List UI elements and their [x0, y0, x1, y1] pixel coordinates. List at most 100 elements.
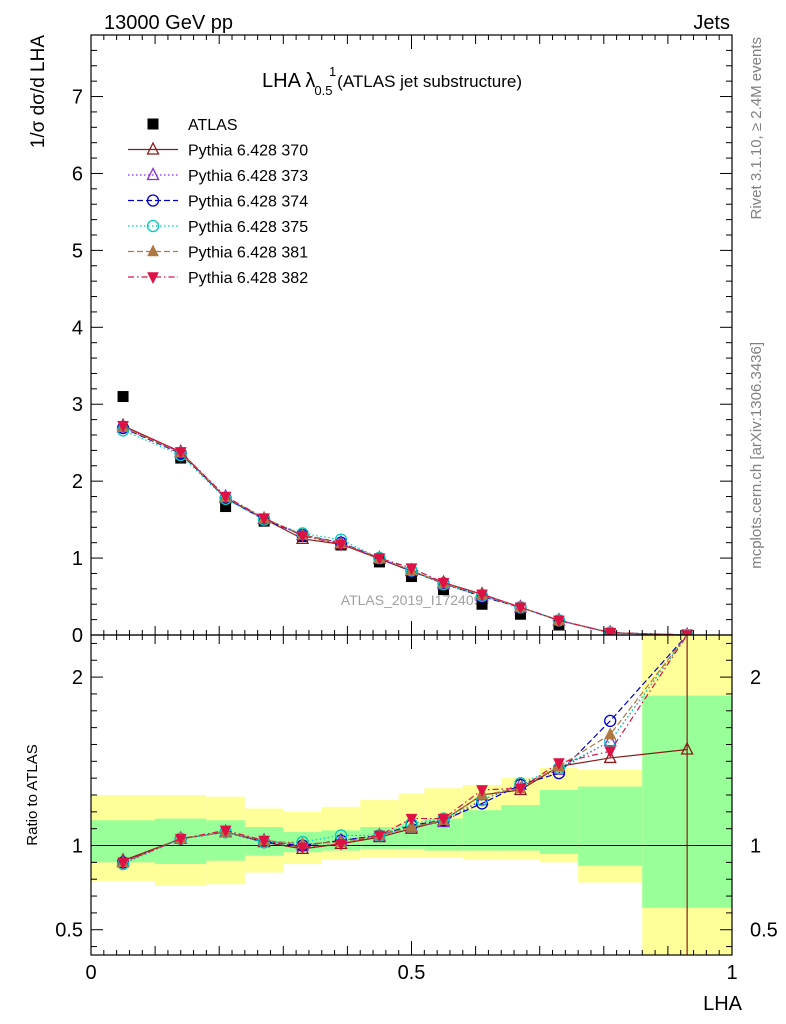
ratio-ytick-label-left: 1: [72, 836, 83, 858]
main-y-axis-label: 1/σ dσ/d LHA: [28, 35, 49, 149]
ratio-point-0-13: [680, 741, 694, 755]
ratio-reference-line-group: [91, 635, 732, 955]
main-point-0-2: [220, 501, 232, 513]
ratio-point-5-9: [476, 785, 488, 798]
ratio-series-5: [117, 635, 688, 870]
main-ytick-label: 6: [72, 163, 83, 185]
main-point-6-1: [174, 447, 187, 459]
main-point-6-5: [335, 539, 347, 552]
main-title-rest: (ATLAS jet substructure): [332, 72, 522, 91]
analysis-watermark: ATLAS_2019_I1724098: [341, 592, 490, 608]
legend-label-4: Pythia 6.428 375: [188, 219, 308, 236]
x-axis-label: LHA: [703, 993, 743, 1015]
ratio-point-0-12: [603, 749, 617, 764]
x-tick-label: 1: [726, 962, 737, 984]
ratio-uncertainty-bands: [91, 635, 732, 955]
main-ytick-label: 5: [72, 240, 83, 262]
main-point-6-2: [219, 491, 232, 504]
ratio-band-green-9: [462, 810, 502, 851]
legend-marker-6: [147, 272, 159, 285]
ratio-point-5-5: [335, 839, 347, 851]
ratio-point-5-0: [117, 857, 129, 870]
ratio-point-4-7: [405, 819, 418, 832]
main-series-group: [116, 391, 694, 635]
main-point-6-11: [553, 615, 565, 628]
main-point-0-9: [476, 598, 488, 610]
ratio-series-line-3: [122, 635, 688, 865]
main-point-6-4: [296, 531, 309, 543]
legend-entry-2: Pythia 6.428 373: [128, 167, 308, 185]
ratio-band-green-11: [539, 789, 579, 854]
ratio-point-5-2: [219, 825, 232, 838]
legend-marker-0: [147, 118, 159, 130]
main-point-6-10: [514, 602, 527, 615]
legend-marker-4: [146, 219, 160, 233]
ratio-point-5-10: [514, 783, 527, 796]
ratio-ytick-label-right: 1: [750, 836, 761, 858]
legend-marker-3: [146, 194, 160, 207]
legend-marker-1: [146, 141, 160, 155]
ratio-point-5-3: [258, 835, 270, 848]
ratio-ytick-label-right: 0.5: [750, 920, 778, 942]
legend-marker-5: [147, 244, 159, 257]
main-series-line-2: [122, 426, 688, 635]
ratio-ytick-label-right: 2: [750, 667, 761, 689]
ratio-series-line-4: [122, 635, 688, 863]
legend-entry-0: ATLAS: [147, 117, 238, 134]
ratio-band-green-12: [578, 786, 643, 866]
ratio-ytick-label-left: 0.5: [55, 920, 83, 942]
legend-label-0: ATLAS: [188, 117, 238, 134]
main-title-main: LHA λ: [262, 70, 315, 92]
legend: ATLAS Pythia 6.428 370 Pythia 6.428 373 Pyt…: [128, 117, 308, 287]
legend-marker-2: [146, 167, 160, 181]
legend-label-6: Pythia 6.428 382: [188, 270, 308, 287]
x-tick-label: 0.5: [398, 962, 426, 984]
main-point-0-0: [117, 391, 129, 403]
main-point-6-7: [405, 563, 418, 576]
main-ytick-label: 2: [72, 471, 83, 493]
ratio-y-axis-label: Ratio to ATLAS: [24, 744, 41, 845]
x-tick-label: 0: [85, 962, 96, 984]
mcplots-label: mcplots.cern.ch [arXiv:1306.3436]: [748, 342, 765, 569]
main-ytick-label: 4: [72, 317, 83, 339]
main-title-sup: 1: [329, 64, 336, 79]
ratio-band-green-10: [501, 805, 540, 851]
ratio-point-5-8: [437, 813, 450, 826]
ratio-series-line-2: [122, 635, 688, 863]
ratio-ytick-label-left: 2: [72, 667, 83, 689]
main-ytick-label: 1: [72, 548, 83, 570]
ratio-series-group: [116, 635, 694, 871]
ratio-point-5-7: [405, 813, 418, 826]
ratio-point-5-12: [604, 746, 617, 759]
ratio-point-2-12: [604, 714, 617, 728]
legend-label-2: Pythia 6.428 373: [188, 168, 308, 185]
legend-entry-4: Pythia 6.428 375: [128, 219, 308, 236]
main-point-6-3: [258, 513, 270, 526]
main-point-6-8: [437, 577, 450, 590]
main-series-line-5: [122, 426, 688, 635]
main-series-4: [116, 424, 694, 635]
rivet-version-label: Rivet 3.1.10, ≥ 2.4M events: [748, 37, 765, 220]
ratio-point-5-1: [174, 834, 187, 846]
main-series-6: [117, 421, 694, 635]
ratio-point-5-11: [553, 758, 565, 771]
ratio-point-4-12: [604, 727, 617, 740]
main-point-6-6: [373, 553, 386, 566]
main-point-6-12: [604, 627, 617, 635]
main-title-sub: 0.5: [314, 83, 332, 98]
ratio-point-1-12: [603, 733, 617, 747]
ratio-point-5-4: [296, 842, 309, 855]
main-ytick-label: 0: [72, 625, 83, 647]
main-ytick-label: 3: [72, 394, 83, 416]
main-series-line-6: [122, 425, 688, 635]
main-point-6-9: [476, 589, 488, 602]
legend-label-1: Pythia 6.428 370: [188, 143, 308, 160]
legend-entry-5: Pythia 6.428 381: [128, 244, 308, 262]
main-title: LHA λ0.5 (ATLAS jet substructure): [262, 70, 522, 98]
main-ytick-label: 7: [72, 87, 83, 109]
header-energy-label: 13000 GeV pp: [104, 12, 233, 34]
legend-entry-6: Pythia 6.428 382: [128, 270, 308, 287]
header-jets-label: Jets: [693, 12, 730, 34]
